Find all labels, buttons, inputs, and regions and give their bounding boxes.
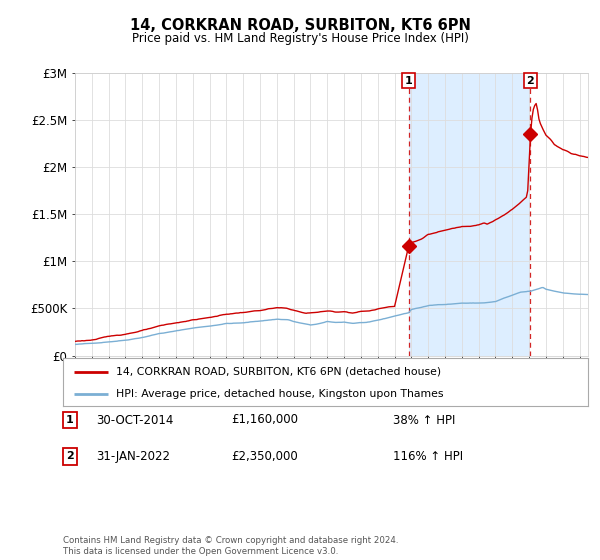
Text: HPI: Average price, detached house, Kingston upon Thames: HPI: Average price, detached house, King… <box>115 389 443 399</box>
Text: Contains HM Land Registry data © Crown copyright and database right 2024.
This d: Contains HM Land Registry data © Crown c… <box>63 536 398 556</box>
Text: 38% ↑ HPI: 38% ↑ HPI <box>393 413 455 427</box>
Text: £1,160,000: £1,160,000 <box>231 413 298 427</box>
Text: 1: 1 <box>66 415 74 425</box>
Text: 14, CORKRAN ROAD, SURBITON, KT6 6PN: 14, CORKRAN ROAD, SURBITON, KT6 6PN <box>130 18 470 33</box>
Text: £2,350,000: £2,350,000 <box>231 450 298 463</box>
Text: 14, CORKRAN ROAD, SURBITON, KT6 6PN (detached house): 14, CORKRAN ROAD, SURBITON, KT6 6PN (det… <box>115 367 440 377</box>
Text: 1: 1 <box>404 76 412 86</box>
Bar <box>409 73 530 356</box>
Text: 2: 2 <box>527 76 535 86</box>
Text: Price paid vs. HM Land Registry's House Price Index (HPI): Price paid vs. HM Land Registry's House … <box>131 32 469 45</box>
Text: 31-JAN-2022: 31-JAN-2022 <box>96 450 170 463</box>
Text: 30-OCT-2014: 30-OCT-2014 <box>96 413 173 427</box>
Text: 2: 2 <box>66 451 74 461</box>
Text: 116% ↑ HPI: 116% ↑ HPI <box>393 450 463 463</box>
